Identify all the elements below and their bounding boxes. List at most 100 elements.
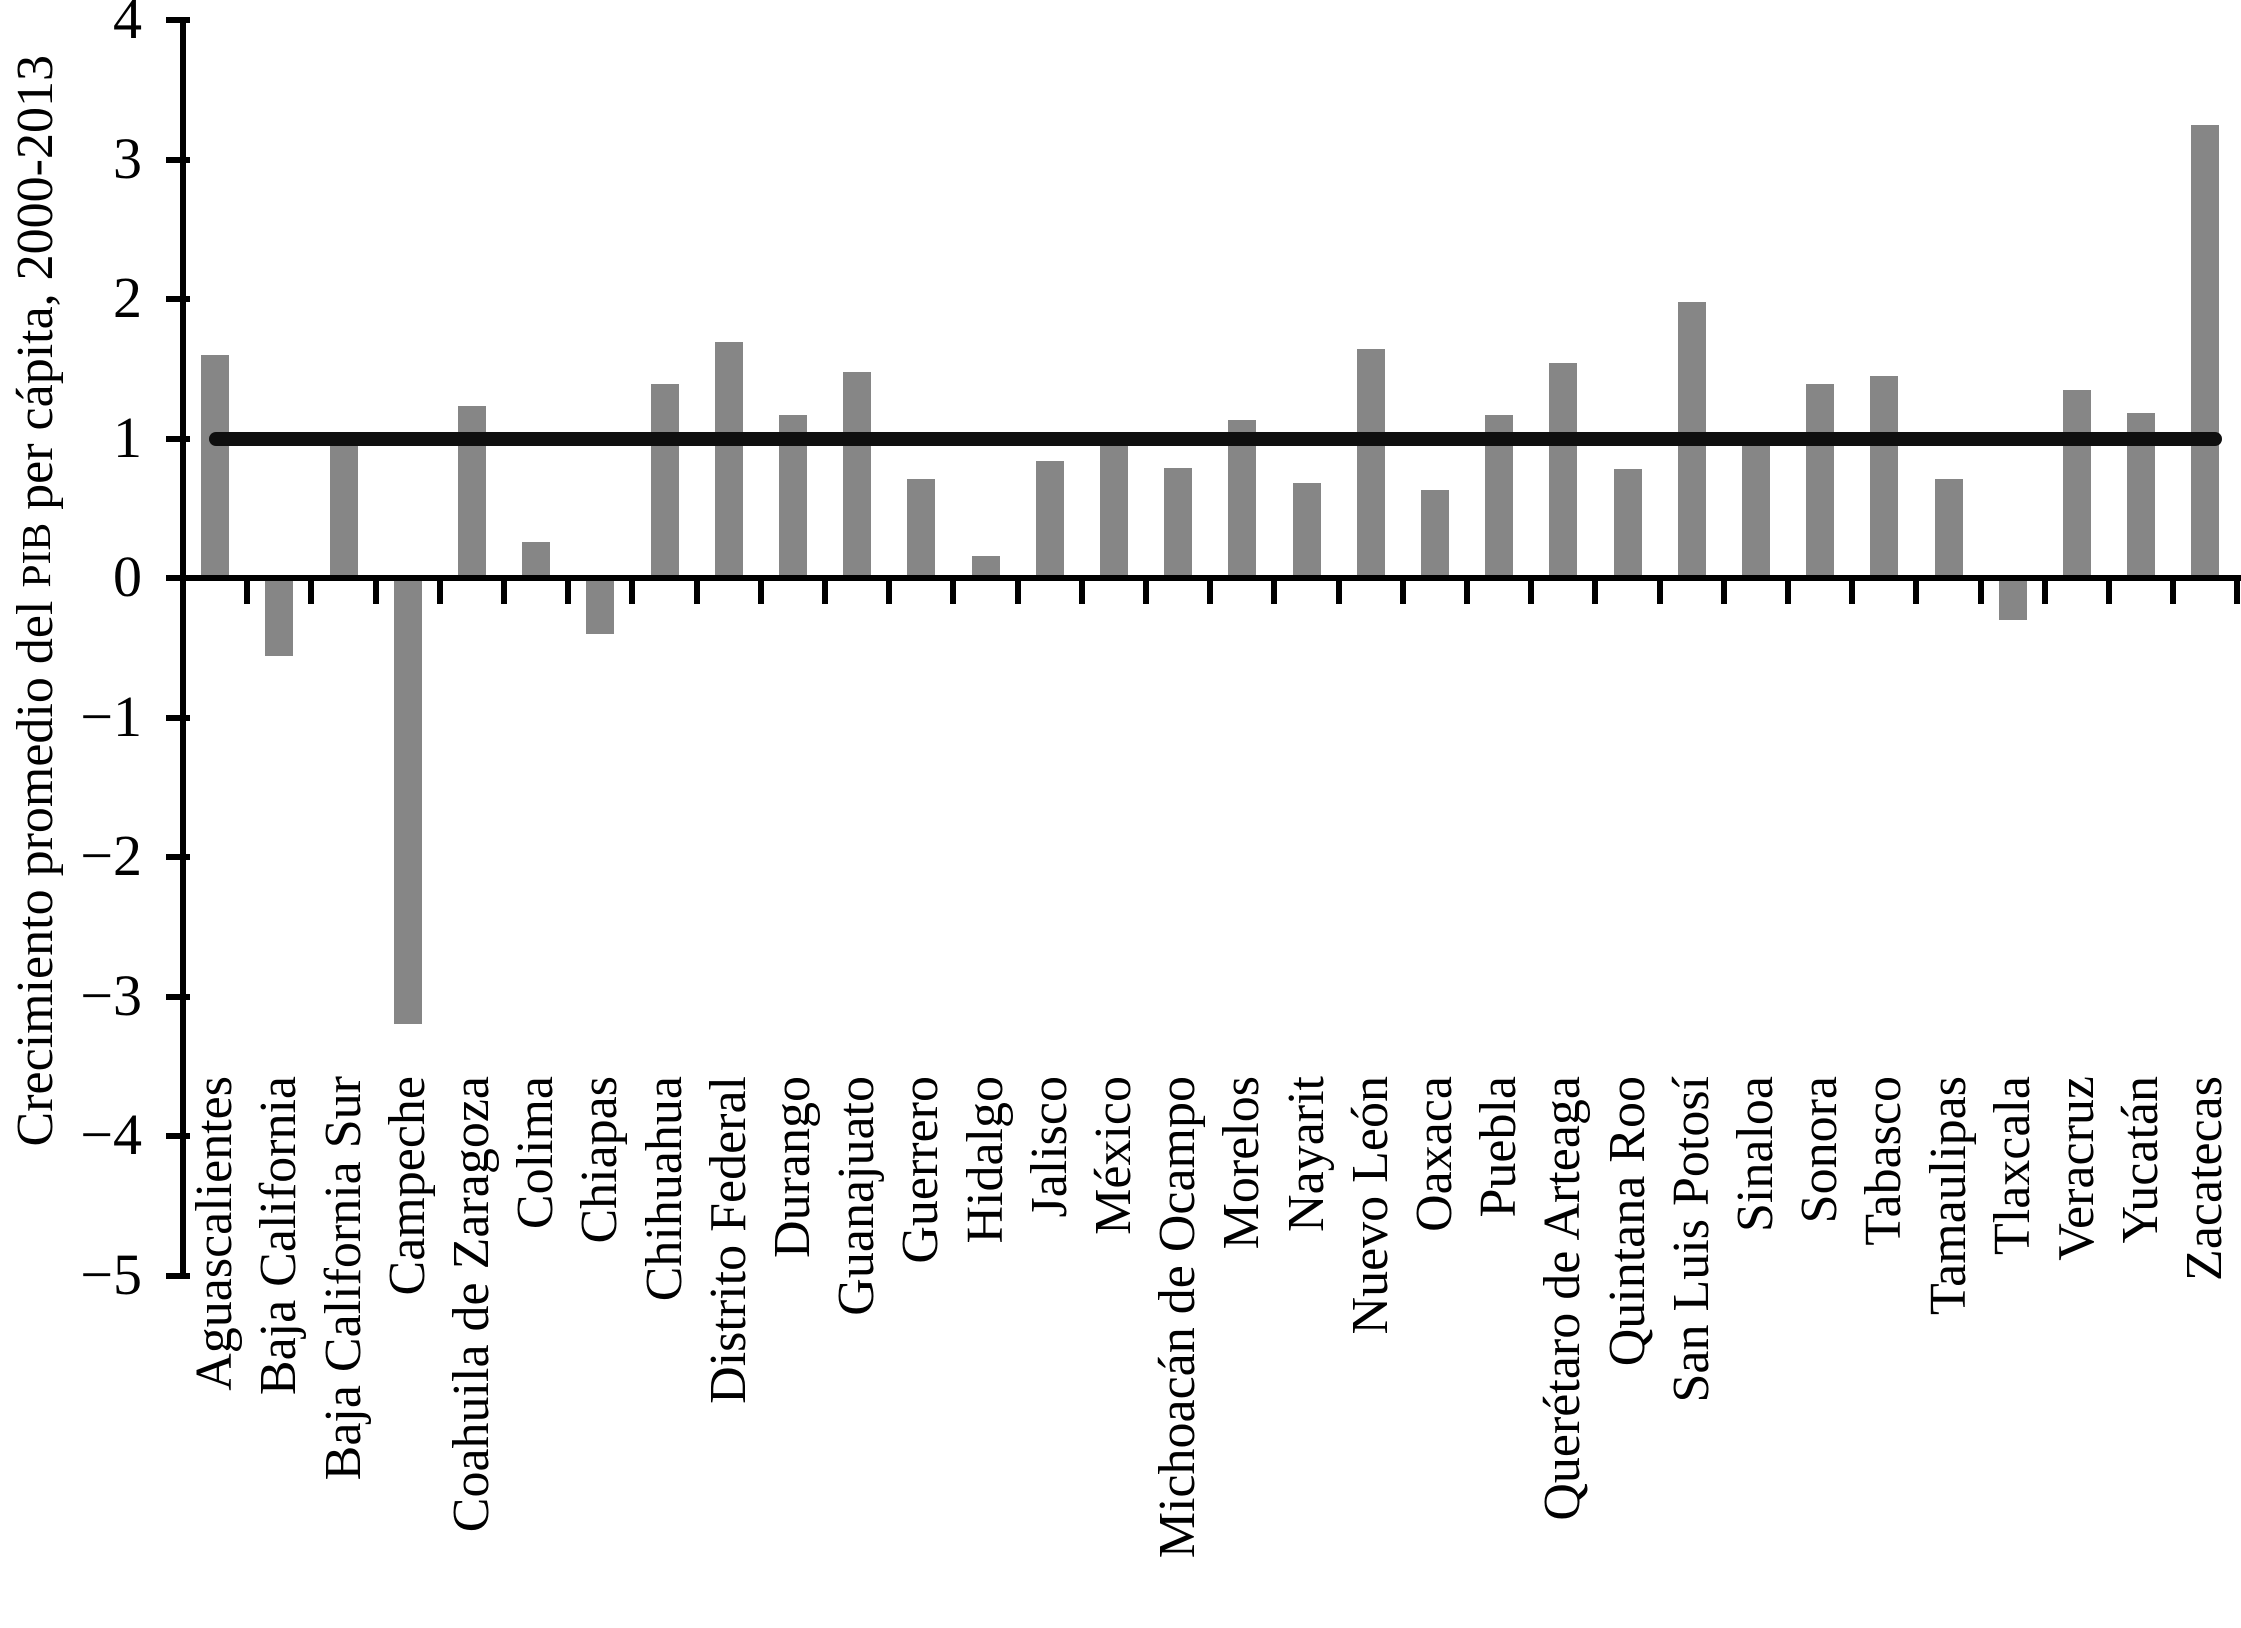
bar-sinaloa bbox=[1741, 444, 1770, 578]
x-label-tamaulipas: Tamaulipas bbox=[1919, 1076, 1977, 1315]
bar-mexico bbox=[1099, 442, 1128, 578]
x-tick-27 bbox=[1913, 578, 1920, 604]
x-tick-11 bbox=[886, 578, 893, 604]
bar-hidalgo bbox=[971, 555, 1000, 578]
x-tick-6 bbox=[565, 578, 572, 604]
x-label-puebla: Puebla bbox=[1470, 1076, 1528, 1218]
y-tick-label--5: −5 bbox=[80, 1241, 142, 1307]
y-tick--5 bbox=[166, 1272, 190, 1279]
x-label-yucatan: Yucatán bbox=[2112, 1076, 2170, 1244]
x-tick-0 bbox=[180, 578, 186, 604]
bar-guanajuato bbox=[843, 371, 872, 578]
x-label-michoacan-de-ocampo: Michoacán de Ocampo bbox=[1149, 1076, 1207, 1559]
bar-jalisco bbox=[1035, 460, 1064, 578]
x-label-sinaloa: Sinaloa bbox=[1726, 1076, 1784, 1232]
bar-queretaro-de-arteaga bbox=[1549, 363, 1578, 578]
bar-veracruz bbox=[2062, 389, 2091, 578]
x-label-jalisco: Jalisco bbox=[1020, 1076, 1078, 1218]
y-tick--4 bbox=[166, 1133, 190, 1139]
bar-colima bbox=[522, 541, 551, 578]
x-label-tlaxcala: Tlaxcala bbox=[1983, 1076, 2041, 1255]
x-label-colima: Colima bbox=[507, 1076, 565, 1230]
bar-nuevo-leon bbox=[1356, 349, 1385, 578]
x-tick-22 bbox=[1592, 578, 1599, 604]
x-tick-9 bbox=[757, 578, 764, 604]
x-tick-24 bbox=[1720, 578, 1727, 604]
x-label-morelos: Morelos bbox=[1213, 1076, 1271, 1250]
x-tick-14 bbox=[1078, 578, 1085, 604]
x-label-baja-california-sur: Baja California Sur bbox=[314, 1076, 372, 1481]
y-tick-1 bbox=[166, 435, 190, 442]
x-label-distrito-federal: Distrito Federal bbox=[699, 1076, 757, 1404]
x-tick-21 bbox=[1528, 578, 1535, 604]
x-tick-10 bbox=[822, 578, 828, 604]
x-tick-1 bbox=[244, 578, 251, 604]
bar-oaxaca bbox=[1420, 490, 1449, 578]
bar-quintana-roo bbox=[1613, 469, 1642, 578]
bar-sonora bbox=[1806, 384, 1835, 578]
bar-chihuahua bbox=[650, 384, 679, 578]
x-tick-7 bbox=[629, 578, 636, 604]
x-label-oaxaca: Oaxaca bbox=[1405, 1076, 1463, 1232]
x-label-sonora: Sonora bbox=[1791, 1076, 1849, 1224]
x-tick-25 bbox=[1785, 578, 1791, 604]
x-label-quintana-roo: Quintana Roo bbox=[1598, 1076, 1656, 1367]
x-tick-18 bbox=[1335, 578, 1342, 604]
x-tick-23 bbox=[1656, 578, 1663, 604]
bar-nayarit bbox=[1292, 483, 1321, 578]
bar-chiapas bbox=[586, 578, 615, 634]
x-label-guanajuato: Guanajuato bbox=[828, 1076, 886, 1316]
bar-baja-california bbox=[265, 578, 294, 657]
y-tick-3 bbox=[166, 156, 190, 163]
y-tick-label--3: −3 bbox=[80, 962, 142, 1028]
x-label-queretaro-de-arteaga: Querétaro de Arteaga bbox=[1534, 1076, 1592, 1521]
x-tick-2 bbox=[308, 578, 315, 604]
x-label-veracruz: Veracruz bbox=[2047, 1076, 2105, 1261]
y-tick-label--2: −2 bbox=[80, 823, 142, 888]
x-tick-5 bbox=[501, 578, 507, 604]
y-axis-spine bbox=[180, 17, 186, 1279]
bar-aguascalientes bbox=[201, 354, 230, 578]
x-tick-15 bbox=[1143, 578, 1149, 604]
x-tick-19 bbox=[1399, 578, 1406, 604]
y-tick-label-2: 2 bbox=[113, 265, 142, 330]
x-label-tabasco: Tabasco bbox=[1855, 1076, 1913, 1246]
x-label-zacatecas: Zacatecas bbox=[2176, 1076, 2234, 1281]
x-label-nuevo-leon: Nuevo León bbox=[1341, 1076, 1399, 1335]
x-label-guerrero: Guerrero bbox=[892, 1076, 950, 1264]
x-label-san-luis-potosi: San Luis Potosí bbox=[1662, 1076, 1720, 1403]
x-tick-28 bbox=[1977, 578, 1984, 604]
x-label-aguascalientes: Aguascalientes bbox=[186, 1076, 244, 1391]
x-tick-8 bbox=[693, 578, 700, 604]
x-label-hidalgo: Hidalgo bbox=[956, 1076, 1014, 1244]
y-tick-label-4: 4 bbox=[113, 0, 142, 51]
bar-distrito-federal bbox=[714, 342, 743, 578]
x-tick-3 bbox=[372, 578, 379, 604]
bar-tabasco bbox=[1870, 375, 1899, 578]
x-tick-12 bbox=[950, 578, 957, 604]
x-tick-16 bbox=[1207, 578, 1214, 604]
bar-guerrero bbox=[907, 478, 936, 578]
x-tick-31 bbox=[2170, 578, 2177, 604]
bar-zacatecas bbox=[2191, 124, 2220, 578]
x-tick-29 bbox=[2041, 578, 2048, 604]
y-tick--3 bbox=[166, 993, 190, 1000]
x-label-durango: Durango bbox=[763, 1076, 821, 1258]
x-tick-13 bbox=[1014, 578, 1021, 604]
x-label-nayarit: Nayarit bbox=[1277, 1076, 1335, 1232]
y-tick-label-3: 3 bbox=[113, 125, 142, 191]
x-label-campeche: Campeche bbox=[378, 1076, 436, 1296]
bar-morelos bbox=[1228, 420, 1257, 578]
bar-michoacan-de-ocampo bbox=[1164, 467, 1193, 578]
bar-tlaxcala bbox=[1998, 578, 2027, 620]
y-tick-label--4: −4 bbox=[80, 1102, 142, 1167]
x-label-coahuila-de-zaragoza: Coahuila de Zaragoza bbox=[442, 1076, 500, 1533]
y-tick-0 bbox=[166, 575, 190, 581]
y-tick--2 bbox=[166, 854, 190, 860]
x-tick-26 bbox=[1849, 578, 1856, 604]
bar-campeche bbox=[393, 578, 422, 1025]
x-tick-20 bbox=[1464, 578, 1470, 604]
y-tick-label-0: 0 bbox=[113, 544, 142, 609]
x-tick-32 bbox=[2234, 578, 2241, 604]
x-label-chihuahua: Chihuahua bbox=[635, 1076, 693, 1302]
